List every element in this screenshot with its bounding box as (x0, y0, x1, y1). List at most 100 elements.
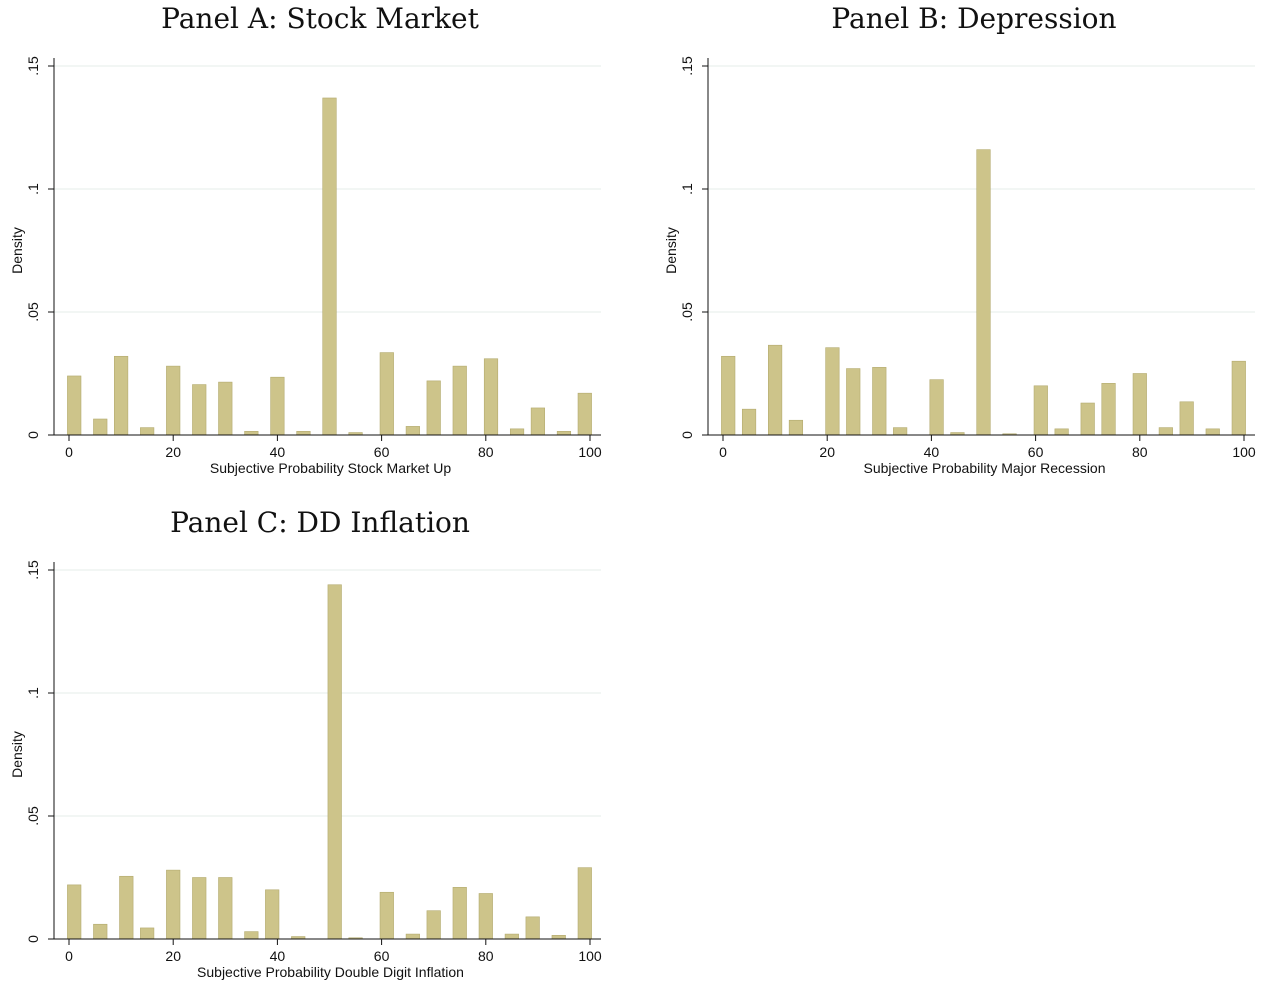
histogram-bar (67, 375, 82, 436)
x-tick-label: 40 (270, 948, 286, 964)
y-tick-label: .1 (679, 183, 695, 195)
x-axis-title: Subjective Probability Stock Market Up (210, 460, 451, 476)
x-tick-label: 80 (1132, 444, 1148, 460)
x-tick-label: 60 (374, 948, 390, 964)
histogram-bar (825, 347, 840, 436)
histogram-bar (788, 419, 804, 436)
panel-depression: Panel B: Depression 0 .05 .1 .15 0 20 40 60 80 10… (654, 0, 1275, 490)
histogram-bar (405, 426, 420, 436)
panel-title: Panel A: Stock Market (161, 2, 479, 35)
y-tick-label: 0 (679, 431, 695, 439)
histogram-bar (846, 368, 861, 436)
y-axis-title: Density (663, 227, 679, 274)
panel-dd-inflation: Panel C: DD Inflation 0 .05 .1 .15 0 20 40 60 80… (0, 504, 640, 994)
x-axis-title: Subjective Probability Major Recession (864, 460, 1106, 476)
histogram-bar (322, 97, 337, 436)
histogram-bar (1179, 401, 1194, 436)
histogram-bar (379, 891, 394, 940)
histogram-bar (166, 869, 181, 940)
histogram-bar (525, 916, 540, 940)
histogram-bar (1033, 385, 1048, 436)
y-axis-title: Density (9, 731, 25, 778)
histogram-bar (1054, 428, 1069, 436)
histogram-bar (67, 884, 82, 940)
histogram-bar (140, 427, 155, 436)
x-tick-label: 60 (374, 444, 390, 460)
histogram-bar (119, 875, 134, 940)
histogram-bar (577, 867, 592, 940)
y-tick-label: .05 (25, 806, 41, 826)
histogram-bar (192, 877, 207, 940)
y-tick-label: .05 (25, 302, 41, 322)
chart-stock-market: 0 .05 .1 .15 0 20 40 60 80 100 Subjective Probabil… (9, 56, 602, 476)
histogram-bar (327, 584, 342, 940)
x-tick-label: 100 (578, 444, 602, 460)
y-tick-label: 0 (25, 935, 41, 943)
histogram-bar (483, 358, 499, 436)
x-tick-label: 80 (478, 444, 494, 460)
histogram-bar (192, 384, 207, 436)
histogram-bar (265, 889, 280, 940)
histogram-bar (1080, 402, 1095, 436)
histogram-bar (93, 418, 108, 436)
histogram-bar (929, 379, 944, 436)
histogram-bar (1158, 427, 1173, 436)
histogram-bar (872, 367, 887, 436)
histogram-bar (452, 365, 467, 436)
histogram-bar (530, 407, 545, 436)
x-tick-label: 0 (719, 444, 727, 460)
y-tick-label: .15 (25, 560, 41, 580)
x-tick-label: 100 (1232, 444, 1256, 460)
y-tick-label: .15 (25, 56, 41, 76)
x-tick-label: 20 (165, 444, 181, 460)
histogram-bar (244, 931, 259, 940)
histogram-bar (270, 376, 285, 436)
histogram-bar (577, 392, 592, 436)
x-tick-label: 0 (65, 444, 73, 460)
histogram-bar (721, 355, 736, 436)
histogram-bar (556, 431, 572, 436)
chart-dd-inflation: 0 .05 .1 .15 0 20 40 60 80 100 Subjective Probabil… (9, 560, 602, 980)
histogram-bar (93, 923, 108, 940)
panel-stock-market: Panel A: Stock Market 0 .05 .1 .15 0 20 40 60 80… (0, 0, 640, 490)
x-tick-label: 20 (165, 948, 181, 964)
histogram-bar (509, 428, 525, 436)
histogram-bar (405, 933, 420, 940)
panel-title: Panel B: Depression (831, 2, 1117, 35)
histogram-bar (218, 877, 233, 940)
x-tick-label: 60 (1028, 444, 1044, 460)
x-tick-label: 20 (819, 444, 835, 460)
y-tick-label: 0 (25, 431, 41, 439)
histogram-bar (426, 380, 441, 436)
y-tick-label: .1 (25, 687, 41, 699)
histogram-bar (768, 344, 783, 436)
histogram-bar (1231, 360, 1246, 436)
y-tick-label: .05 (679, 302, 695, 322)
histogram-bar (166, 365, 181, 436)
x-axis-title: Subjective Probability Double Digit Infl… (197, 964, 464, 980)
histogram-bar (379, 352, 394, 436)
histogram-bar (741, 408, 757, 436)
x-tick-label: 80 (478, 948, 494, 964)
histogram-bar (478, 893, 493, 940)
histogram-bar (551, 935, 566, 940)
x-tick-label: 100 (578, 948, 602, 964)
chart-depression: 0 .05 .1 .15 0 20 40 60 80 100 Subjective Probabil… (663, 56, 1256, 476)
histogram-bar (976, 149, 991, 436)
panel-title: Panel C: DD Inflation (170, 506, 470, 539)
histogram-bar (218, 381, 233, 436)
y-tick-label: .1 (25, 183, 41, 195)
histogram-bar (1132, 373, 1147, 436)
y-axis-title: Density (9, 227, 25, 274)
histogram-bar (244, 431, 259, 436)
histogram-bar (296, 431, 311, 436)
histogram-bar (893, 427, 908, 436)
x-tick-label: 40 (270, 444, 286, 460)
histogram-bar (426, 910, 441, 940)
histogram-bar (114, 355, 129, 436)
histogram-bar (1101, 383, 1116, 436)
histogram-bar (140, 927, 155, 940)
x-tick-label: 0 (65, 948, 73, 964)
histogram-bar (452, 887, 467, 940)
y-tick-label: .15 (679, 56, 695, 76)
